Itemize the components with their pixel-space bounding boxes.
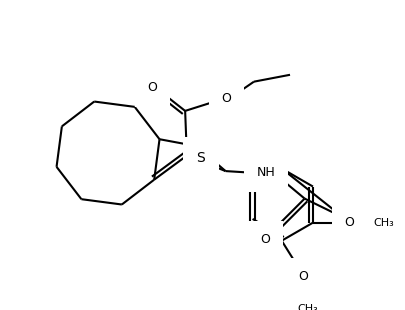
Text: NH: NH bbox=[256, 166, 275, 179]
Text: O: O bbox=[298, 270, 307, 283]
Text: CH₃: CH₃ bbox=[372, 218, 393, 228]
Text: O: O bbox=[147, 81, 157, 94]
Text: S: S bbox=[196, 151, 205, 165]
Text: O: O bbox=[343, 216, 353, 229]
Text: O: O bbox=[260, 233, 269, 246]
Text: CH₃: CH₃ bbox=[296, 304, 317, 310]
Text: O: O bbox=[221, 92, 231, 105]
